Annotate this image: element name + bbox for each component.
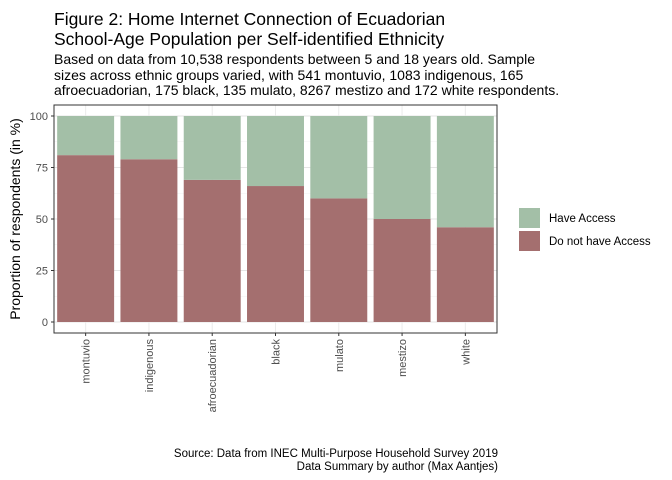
title-line-1: Figure 2: Home Internet Connection of Ec… (54, 9, 446, 29)
bar-no-access-montuvio (57, 155, 115, 322)
bar-have-access-afroecuadorian (183, 116, 241, 180)
bar-have-access-mestizo (373, 116, 431, 219)
x-axis-ticks: montuvio indigenous afroecuadorian black mul… (81, 333, 472, 412)
bar-no-access-afroecuadorian (183, 179, 241, 322)
x-tick-label-mulato: mulato (334, 339, 346, 372)
y-axis-label: Proportion of respondents (in %) (7, 118, 23, 320)
stacked-bar-chart: 0 25 50 75 100 montuvio indigenous afroecuador… (7, 104, 651, 412)
subtitle-line-2: sizes across ethnic groups varied, with … (54, 66, 524, 83)
y-tick-label: 100 (30, 111, 48, 123)
bar-no-access-mulato (310, 198, 368, 322)
chart-subtitle: Based on data from 10,538 respondents be… (54, 51, 654, 99)
subtitle-line-3: afroecuadorian, 175 black, 135 mulato, 8… (54, 82, 560, 98)
bar-no-access-indigenous (120, 159, 178, 322)
y-tick-label: 25 (36, 266, 48, 278)
bar-have-access-montuvio (57, 116, 115, 156)
legend-label: Have Access (549, 213, 616, 225)
plot-border (53, 104, 498, 334)
legend: Have Access Do not have Access (519, 208, 651, 251)
legend-swatch (519, 208, 540, 228)
y-axis-ticks: 0 25 50 75 100 (30, 111, 54, 329)
bar-no-access-white (436, 227, 494, 322)
bar-no-access-mestizo (373, 219, 431, 322)
bars (57, 116, 494, 322)
legend-label: Do not have Access (549, 236, 651, 248)
x-tick-label-white: white (460, 339, 472, 366)
y-tick-label: 75 (36, 163, 48, 175)
caption-line-1: Source: Data from INEC Multi-Purpose Hou… (173, 448, 498, 460)
subtitle-line-1: Based on data from 10,538 respondents be… (54, 51, 535, 67)
title-line-2: School-Age Population per Self-identifie… (54, 29, 445, 49)
y-tick-label: 0 (42, 317, 48, 329)
bar-have-access-white (436, 116, 494, 228)
chart-title: Figure 2: Home Internet Connection of Ec… (54, 9, 654, 49)
legend-swatch (519, 231, 540, 251)
x-tick-label-mestizo: mestizo (397, 339, 409, 377)
x-tick-label-indigenous: indigenous (144, 339, 156, 393)
x-tick-label-black: black (271, 339, 283, 365)
bar-have-access-indigenous (120, 116, 178, 160)
bar-no-access-black (247, 186, 304, 322)
bar-have-access-mulato (310, 116, 368, 199)
x-tick-label-afroecuadorian: afroecuadorian (207, 339, 219, 412)
bar-have-access-black (247, 116, 304, 187)
chart-caption: Source: Data from INEC Multi-Purpose Hou… (174, 448, 498, 473)
caption-line-2: Data Summary by author (Max Aantjes) (296, 460, 498, 473)
y-tick-label: 50 (36, 214, 48, 226)
x-tick-label-montuvio: montuvio (81, 339, 93, 384)
